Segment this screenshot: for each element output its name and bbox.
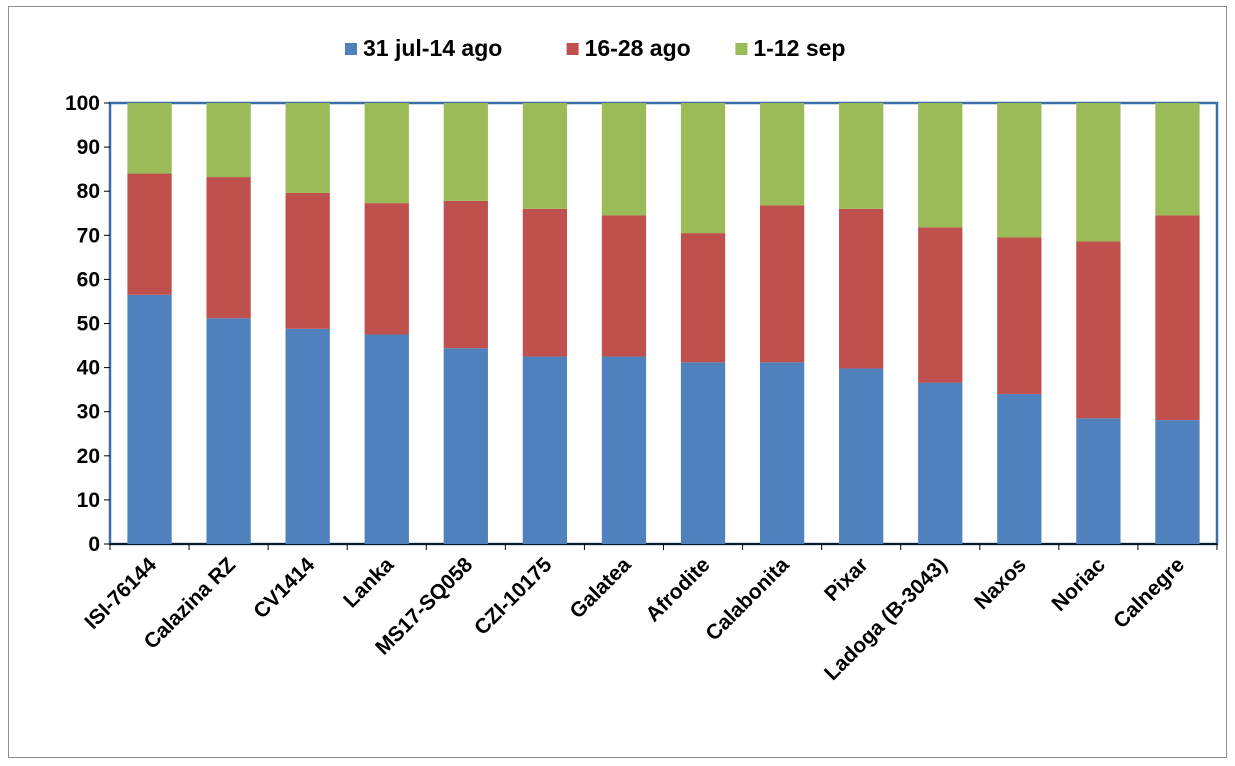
x-category-label: Noriac [1047, 553, 1110, 616]
x-category-label: Pixar [820, 553, 873, 606]
bar-segment [443, 200, 488, 349]
bar-segment [127, 173, 172, 295]
bar-segment [601, 103, 647, 216]
bar-segment [601, 356, 647, 544]
bar-segment [364, 203, 409, 335]
legend-swatch [735, 43, 748, 55]
bar-segment [1155, 215, 1200, 421]
bar-segment [285, 328, 330, 544]
bar-segment [127, 103, 172, 174]
legend-swatch [345, 43, 357, 55]
bar-segment [443, 103, 488, 201]
x-category-label: Lanka [339, 553, 398, 612]
bar-segment [1076, 103, 1121, 242]
bar-segment [839, 368, 884, 544]
bar-segment [364, 334, 409, 544]
y-tick-label: 60 [77, 268, 100, 291]
y-tick-label: 30 [77, 401, 100, 424]
x-category-label: Galatea [566, 553, 636, 623]
x-category-label: Afrodite [641, 553, 714, 626]
legend-swatch [566, 43, 579, 55]
y-tick-label: 70 [77, 224, 100, 247]
bar-segment [522, 208, 568, 357]
bar-segment [285, 192, 330, 329]
y-tick-label: 20 [77, 445, 100, 468]
bar-segment [364, 103, 409, 204]
x-category-label: Calnegre [1109, 553, 1189, 633]
legend-label: 1-12 sep [753, 35, 845, 61]
bar-segment [918, 103, 963, 228]
bar-segment [206, 177, 251, 319]
bar-segment [918, 382, 963, 544]
bar-segment [127, 294, 172, 544]
bar-segment [1076, 241, 1121, 419]
bar-segment [839, 103, 884, 209]
x-category-label: Calabonita [701, 553, 793, 645]
x-category-label: Naxos [970, 553, 1031, 614]
y-tick-label: 10 [77, 489, 100, 512]
y-tick-label: 50 [77, 313, 100, 336]
bar-segment [997, 394, 1042, 544]
bar-segment [1076, 418, 1121, 544]
bar-segment [680, 103, 726, 234]
bar-segment [601, 215, 647, 357]
y-tick-label: 100 [65, 92, 100, 115]
bar-segment [1155, 420, 1200, 544]
y-tick-label: 40 [77, 357, 100, 380]
legend-label: 31 jul-14 ago [363, 35, 502, 61]
bar-segment [759, 362, 805, 544]
bar-segment [759, 205, 805, 363]
plot-area [108, 101, 1219, 546]
bar-segment [1155, 103, 1200, 216]
x-category-label: ISI-76144 [80, 553, 161, 634]
y-tick-label: 90 [77, 136, 100, 159]
bar-segment [206, 318, 251, 544]
bar-segment [918, 227, 963, 383]
bar-segment [759, 103, 805, 206]
bar-segment [206, 103, 251, 178]
bar-segment [680, 233, 726, 363]
bar-segment [997, 103, 1042, 238]
x-category-label: CZI-10175 [470, 553, 557, 640]
bar-segment [839, 208, 884, 369]
y-tick-label: 0 [88, 533, 100, 556]
legend-label: 16-28 ago [585, 35, 691, 61]
bar-segment [443, 348, 488, 544]
bar-segment [285, 103, 330, 193]
bar-segment [997, 237, 1042, 395]
bar-segment [522, 103, 568, 209]
x-category-label: CV1414 [249, 553, 319, 623]
bar-segment [680, 362, 726, 544]
bar-segment [522, 356, 568, 544]
y-tick-label: 80 [77, 180, 100, 203]
